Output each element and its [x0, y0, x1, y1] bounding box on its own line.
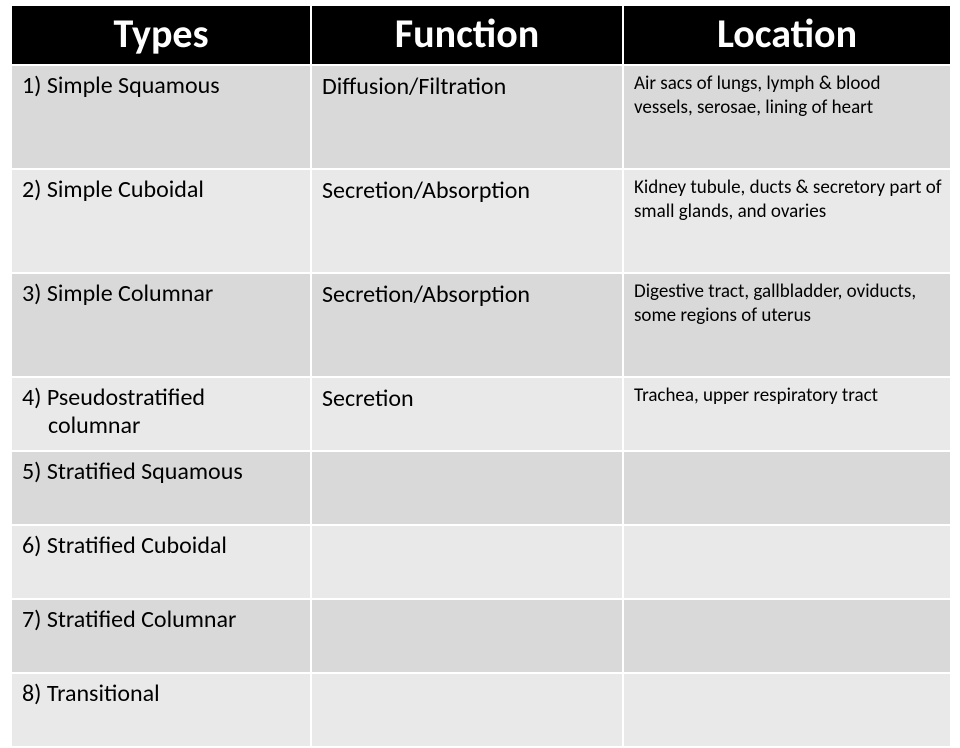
function-cell — [311, 451, 623, 525]
function-cell: Secretion/Absorption — [311, 169, 623, 273]
type-text: 3) Simple Columnar — [22, 279, 213, 308]
type-cell: 7) Stratified Columnar — [11, 599, 311, 673]
location-cell — [623, 451, 951, 525]
function-cell: Secretion — [311, 377, 623, 451]
type-cell: 2) Simple Cuboidal — [11, 169, 311, 273]
tissue-table: Types Function Location 1) Simple Squamo… — [10, 4, 952, 748]
location-cell: Digestive tract, gallbladder, oviducts, … — [623, 273, 951, 377]
type-cell: 8) Transitional — [11, 673, 311, 747]
function-cell: Secretion/Absorption — [311, 273, 623, 377]
table-row: 5) Stratified Squamous — [11, 451, 951, 525]
table-header-row: Types Function Location — [11, 5, 951, 65]
col-header-location: Location — [623, 5, 951, 65]
function-cell — [311, 525, 623, 599]
location-cell — [623, 525, 951, 599]
function-cell — [311, 599, 623, 673]
table-row: 6) Stratified Cuboidal — [11, 525, 951, 599]
type-text-line2: columnar — [22, 412, 302, 440]
type-cell: 6) Stratified Cuboidal — [11, 525, 311, 599]
table-row: 2) Simple Cuboidal Secretion/Absorption … — [11, 169, 951, 273]
table-row: 7) Stratified Columnar — [11, 599, 951, 673]
page: Types Function Location 1) Simple Squamo… — [0, 0, 960, 720]
type-cell: 5) Stratified Squamous — [11, 451, 311, 525]
type-text: 7) Stratified Columnar — [22, 605, 236, 634]
type-cell: 4) Pseudostratified columnar — [11, 377, 311, 451]
table-row: 8) Transitional — [11, 673, 951, 747]
location-cell — [623, 673, 951, 747]
col-header-types: Types — [11, 5, 311, 65]
type-text: 2) Simple Cuboidal — [22, 175, 204, 204]
location-cell — [623, 599, 951, 673]
type-cell: 1) Simple Squamous — [11, 65, 311, 169]
location-cell: Trachea, upper respiratory tract — [623, 377, 951, 451]
type-text: 6) Stratified Cuboidal — [22, 531, 227, 560]
type-cell: 3) Simple Columnar — [11, 273, 311, 377]
location-cell: Kidney tubule, ducts & secretory part of… — [623, 169, 951, 273]
type-text: 4) Pseudostratified — [22, 383, 205, 412]
table-row: 1) Simple Squamous Diffusion/Filtration … — [11, 65, 951, 169]
type-text: 8) Transitional — [22, 679, 160, 708]
type-text: 5) Stratified Squamous — [22, 457, 243, 486]
function-cell — [311, 673, 623, 747]
location-cell: Air sacs of lungs, lymph & blood vessels… — [623, 65, 951, 169]
function-cell: Diffusion/Filtration — [311, 65, 623, 169]
col-header-function: Function — [311, 5, 623, 65]
type-text: 1) Simple Squamous — [22, 71, 220, 100]
table-row: 3) Simple Columnar Secretion/Absorption … — [11, 273, 951, 377]
table-row: 4) Pseudostratified columnar Secretion T… — [11, 377, 951, 451]
